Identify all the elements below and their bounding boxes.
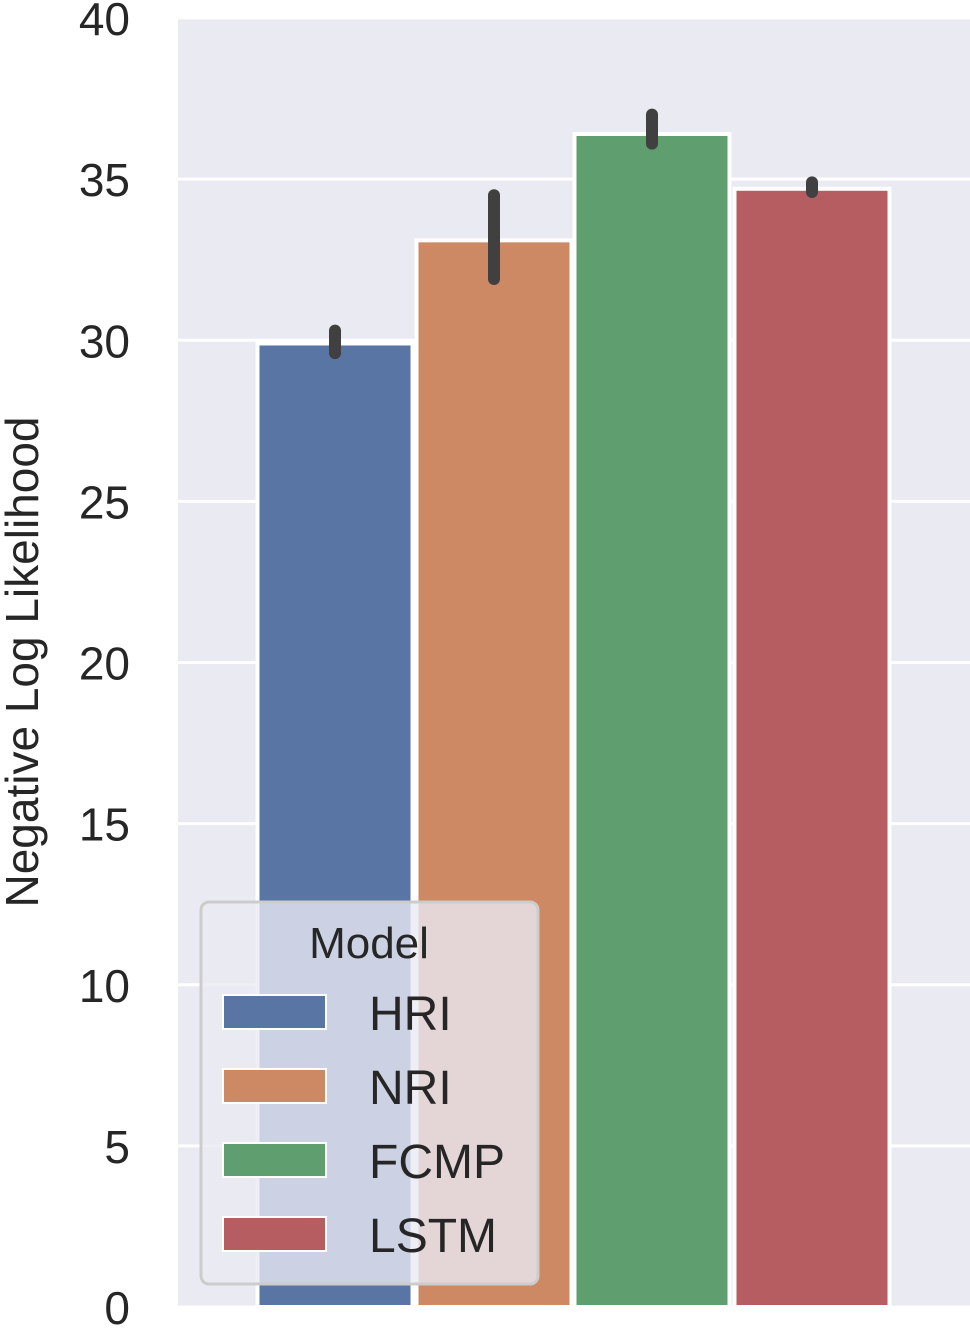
y-tick-label-8: 40 [79,0,130,45]
bar-lstm [732,186,892,1310]
y-tick-label-5: 25 [79,476,130,528]
legend-swatch-lstm [222,1216,327,1252]
error-bars-layer [329,108,818,360]
legend-label-hri: HRI [369,988,452,1041]
y-tick-label-2: 10 [79,960,130,1012]
legend: Model HRI NRI FCMP LSTM [199,900,540,1286]
y-axis-label: Negative Log Likelihood [0,416,48,907]
y-tick-label-6: 30 [79,315,130,367]
y-tick-label-7: 35 [79,154,130,206]
legend-label-nri: NRI [369,1062,452,1115]
y-tick-label-1: 5 [104,1121,130,1173]
legend-title: Model [309,919,429,968]
y-tick-labels: 0 5 10 15 20 25 30 35 40 [79,0,130,1334]
legend-label-fcmp: FCMP [369,1136,505,1189]
legend-swatch-hri [222,994,327,1030]
legend-swatch-nri [222,1068,327,1104]
legend-label-lstm: LSTM [369,1210,497,1263]
legend-swatch-fcmp [222,1142,327,1178]
bar-fcmp [572,132,732,1309]
y-tick-label-3: 15 [79,799,130,851]
y-tick-label-4: 20 [79,638,130,690]
y-tick-label-0: 0 [104,1282,130,1334]
